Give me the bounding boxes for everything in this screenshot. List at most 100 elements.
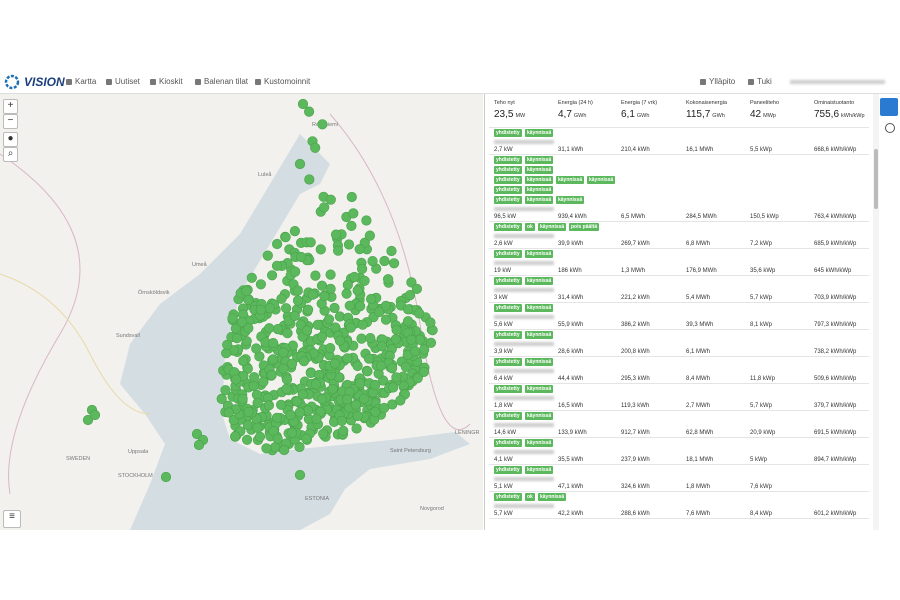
station-marker[interactable] bbox=[388, 382, 399, 393]
locate[interactable]: ● bbox=[3, 132, 18, 147]
station-marker[interactable] bbox=[251, 343, 262, 354]
station-marker[interactable] bbox=[357, 319, 368, 330]
station-marker[interactable] bbox=[370, 406, 381, 418]
station-marker[interactable] bbox=[425, 317, 436, 328]
station-marker[interactable] bbox=[325, 283, 336, 294]
station-marker[interactable] bbox=[403, 316, 414, 327]
station-marker[interactable] bbox=[304, 174, 315, 185]
station-marker[interactable] bbox=[361, 215, 372, 226]
station-marker[interactable] bbox=[318, 428, 329, 439]
station-marker[interactable] bbox=[352, 360, 363, 372]
station-marker[interactable] bbox=[258, 376, 269, 387]
station-marker[interactable] bbox=[286, 358, 298, 369]
station-marker[interactable] bbox=[414, 334, 426, 345]
station-marker[interactable] bbox=[319, 202, 330, 213]
station-marker[interactable] bbox=[346, 220, 357, 231]
station-marker[interactable] bbox=[301, 433, 312, 444]
station-marker[interactable] bbox=[327, 384, 338, 395]
station-marker[interactable] bbox=[301, 325, 313, 336]
station-marker[interactable] bbox=[237, 393, 248, 405]
station-marker[interactable] bbox=[230, 431, 241, 442]
station-marker[interactable] bbox=[297, 389, 308, 400]
station-marker[interactable] bbox=[406, 277, 417, 288]
station-marker[interactable] bbox=[291, 396, 303, 407]
station-marker[interactable] bbox=[297, 98, 309, 110]
station-marker[interactable] bbox=[387, 363, 398, 374]
station-marker[interactable] bbox=[255, 279, 267, 290]
station-marker[interactable] bbox=[406, 334, 417, 345]
station-marker[interactable] bbox=[304, 106, 315, 117]
station-marker[interactable] bbox=[82, 414, 94, 426]
search[interactable]: ⌕ bbox=[3, 147, 18, 162]
station-marker[interactable] bbox=[305, 237, 316, 248]
menu-item[interactable]: Balenan tilat bbox=[195, 77, 248, 86]
station-marker[interactable] bbox=[346, 191, 357, 203]
station-marker[interactable] bbox=[325, 269, 336, 280]
station-marker[interactable] bbox=[351, 423, 362, 434]
station-marker[interactable] bbox=[227, 313, 238, 324]
station-marker[interactable] bbox=[193, 439, 205, 451]
station-marker[interactable] bbox=[287, 427, 298, 438]
station-marker[interactable] bbox=[294, 441, 305, 453]
station-marker[interactable] bbox=[342, 394, 353, 405]
station-marker[interactable] bbox=[348, 208, 359, 219]
menu-item[interactable]: Tuki bbox=[748, 77, 772, 86]
station-marker[interactable] bbox=[230, 374, 242, 385]
station-marker[interactable] bbox=[391, 372, 402, 383]
station-marker[interactable] bbox=[310, 379, 321, 390]
station-marker[interactable] bbox=[349, 271, 360, 283]
station-marker[interactable] bbox=[281, 374, 293, 385]
station-marker[interactable] bbox=[367, 256, 378, 267]
station-marker[interactable] bbox=[236, 317, 248, 328]
station-marker[interactable] bbox=[418, 366, 430, 378]
station-marker[interactable] bbox=[289, 310, 300, 321]
station-marker[interactable] bbox=[278, 347, 289, 358]
station-marker[interactable] bbox=[271, 260, 283, 271]
station-marker[interactable] bbox=[400, 361, 412, 373]
station-marker[interactable] bbox=[325, 343, 336, 354]
station-marker[interactable] bbox=[243, 406, 254, 418]
station-marker[interactable] bbox=[266, 369, 277, 381]
station-marker[interactable] bbox=[272, 238, 283, 250]
station-marker[interactable] bbox=[390, 334, 401, 345]
station-marker[interactable] bbox=[289, 226, 301, 237]
menu-item[interactable]: Kustomoinnit bbox=[255, 77, 310, 86]
station-marker[interactable] bbox=[280, 232, 291, 243]
station-marker[interactable] bbox=[341, 288, 352, 299]
station-marker[interactable] bbox=[249, 372, 260, 383]
station-marker[interactable] bbox=[425, 337, 437, 348]
station-marker[interactable] bbox=[267, 270, 278, 281]
station-marker[interactable] bbox=[330, 322, 341, 333]
station-marker[interactable] bbox=[303, 304, 314, 315]
station-marker[interactable] bbox=[410, 346, 421, 357]
station-marker[interactable] bbox=[363, 353, 375, 364]
station-marker[interactable] bbox=[222, 339, 233, 350]
station-marker[interactable] bbox=[310, 270, 321, 281]
menu-item[interactable]: Kioskit bbox=[150, 77, 183, 86]
station-marker[interactable] bbox=[220, 385, 231, 396]
station-marker[interactable] bbox=[355, 378, 366, 389]
menu-item[interactable]: Kartta bbox=[66, 77, 96, 86]
station-marker[interactable] bbox=[342, 353, 353, 364]
station-marker[interactable] bbox=[323, 314, 335, 325]
station-marker[interactable] bbox=[307, 289, 318, 300]
station-marker[interactable] bbox=[310, 142, 321, 153]
station-marker[interactable] bbox=[276, 399, 287, 410]
station-marker[interactable] bbox=[379, 402, 390, 414]
station-marker[interactable] bbox=[290, 266, 301, 277]
station-marker[interactable] bbox=[355, 301, 366, 312]
station-marker[interactable] bbox=[383, 274, 394, 285]
station-marker[interactable] bbox=[352, 410, 363, 422]
station-marker[interactable] bbox=[282, 328, 293, 339]
station-marker[interactable] bbox=[294, 469, 306, 481]
station-marker[interactable] bbox=[252, 397, 263, 409]
station-marker[interactable] bbox=[285, 409, 296, 421]
station-marker[interactable] bbox=[370, 379, 381, 391]
station-marker[interactable] bbox=[221, 348, 232, 359]
station-marker[interactable] bbox=[281, 383, 292, 395]
station-marker[interactable] bbox=[272, 324, 283, 335]
station-marker[interactable] bbox=[312, 319, 323, 330]
station-marker[interactable] bbox=[380, 314, 392, 325]
zoom-in[interactable]: + bbox=[3, 99, 18, 114]
station-marker[interactable] bbox=[414, 308, 425, 319]
